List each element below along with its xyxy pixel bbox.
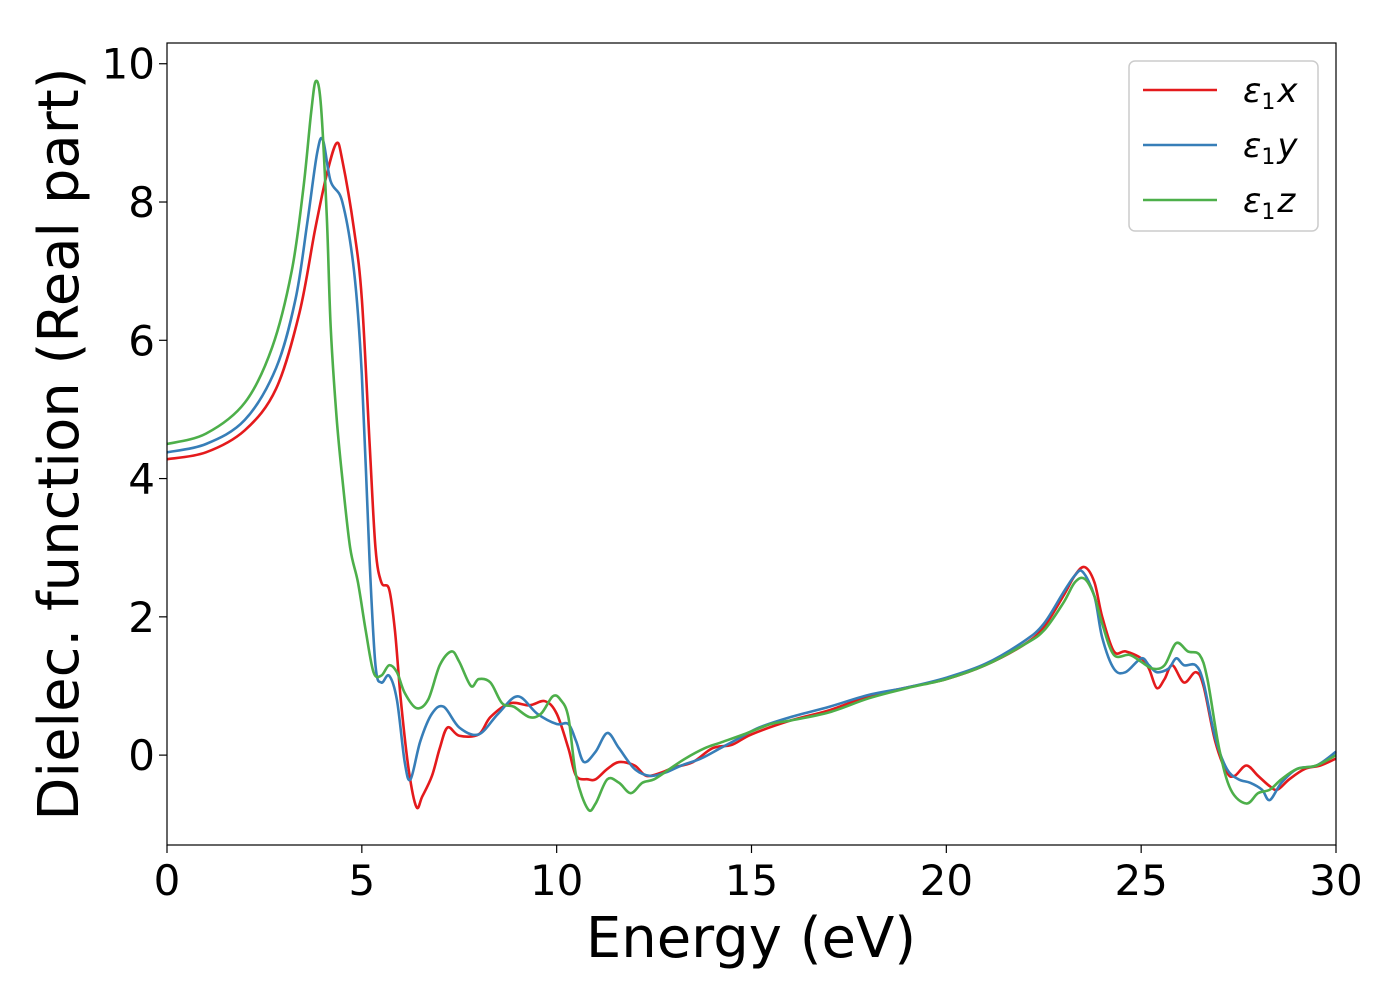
y-tick-label: 6: [128, 316, 155, 365]
y-tick-label: 4: [128, 455, 155, 504]
y-axis-ticks: 0 2 4 6 8 10: [102, 40, 167, 780]
legend: ε1x ε1y ε1z: [1128, 60, 1319, 232]
y-axis-label: Dielec. function (Real part): [27, 67, 92, 820]
legend-label-y: ε1y: [1243, 126, 1298, 170]
x-tick-label: 10: [530, 856, 583, 905]
x-axis-ticks: 0 5 10 15 20 25 30: [154, 845, 1363, 905]
legend-label-x: ε1x: [1243, 71, 1298, 115]
legend-label-z: ε1z: [1243, 181, 1296, 225]
x-tick-label: 20: [920, 856, 973, 905]
legend-items: ε1x ε1y ε1z: [1143, 71, 1298, 225]
y-tick-label: 0: [128, 731, 155, 780]
y-tick-label: 8: [128, 178, 155, 227]
x-tick-label: 25: [1114, 856, 1167, 905]
legend-box: [1128, 60, 1319, 232]
x-tick-label: 15: [725, 856, 778, 905]
y-tick-label: 10: [102, 40, 155, 89]
x-tick-label: 5: [348, 856, 375, 905]
x-tick-label: 0: [154, 856, 181, 905]
x-tick-label: 30: [1309, 856, 1362, 905]
series-lines: [166, 79, 1337, 813]
y-tick-label: 2: [128, 593, 155, 642]
series-line-z: [166, 79, 1337, 813]
x-axis-label: Energy (eV): [586, 906, 916, 971]
